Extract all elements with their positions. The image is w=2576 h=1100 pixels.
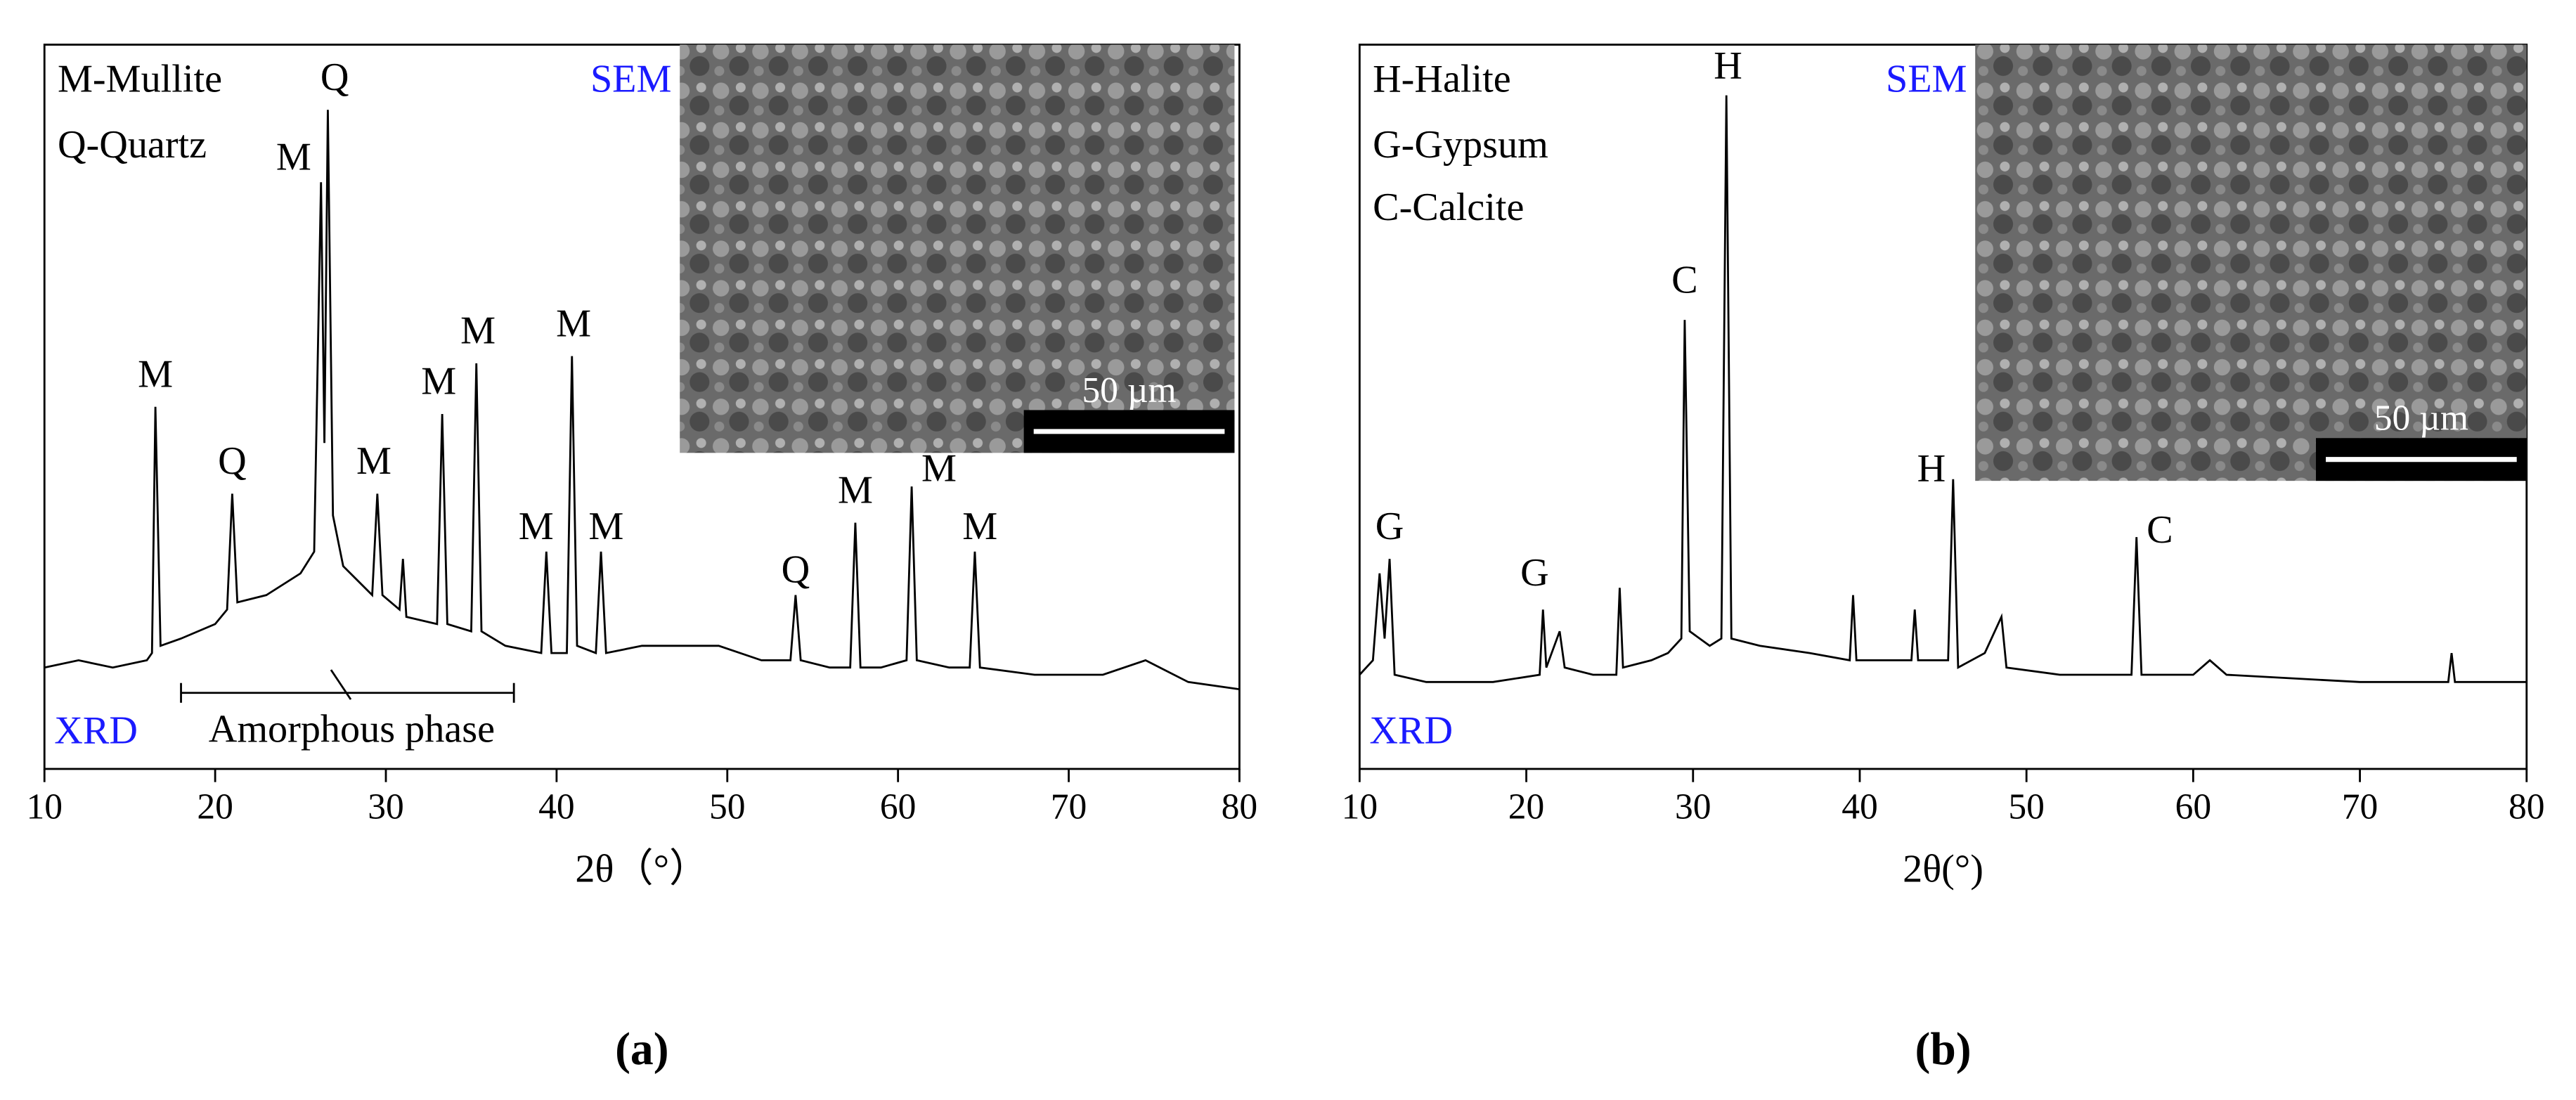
x-axis-label: 2θ（°） bbox=[575, 847, 708, 891]
peak-label: M bbox=[838, 468, 873, 512]
peak-label: M bbox=[421, 360, 456, 403]
legend-note: Q-Quartz bbox=[58, 123, 207, 167]
x-tick-label: 40 bbox=[538, 787, 575, 827]
peak-label: H bbox=[1714, 44, 1742, 87]
legend-note: M-Mullite bbox=[58, 57, 222, 101]
legend-note: G-Gypsum bbox=[1373, 123, 1548, 167]
peak-label: M bbox=[138, 352, 173, 396]
span-label: Amorphous phase bbox=[209, 707, 495, 751]
x-tick-label: 70 bbox=[1051, 787, 1087, 827]
x-tick-label: 50 bbox=[709, 787, 746, 827]
scale-bar-label: 50 µm bbox=[2374, 399, 2468, 439]
peak-label: C bbox=[1671, 258, 1697, 302]
x-tick-label: 80 bbox=[1222, 787, 1258, 827]
peak-label: H bbox=[1917, 446, 1946, 490]
x-tick-label: 10 bbox=[1342, 787, 1378, 827]
x-tick-label: 30 bbox=[1675, 787, 1711, 827]
x-tick-label: 80 bbox=[2509, 787, 2545, 827]
peak-label: C bbox=[2147, 508, 2173, 552]
legend-note: H-Halite bbox=[1373, 57, 1511, 101]
peak-label: M bbox=[556, 302, 591, 345]
peak-label: M bbox=[588, 505, 623, 548]
peak-label: M bbox=[519, 505, 554, 548]
peak-label: M bbox=[921, 446, 957, 490]
panel-label: (b) bbox=[1915, 1024, 1971, 1075]
plot-frame bbox=[43, 44, 1241, 770]
x-tick-label: 60 bbox=[880, 787, 917, 827]
panel-label: (a) bbox=[615, 1024, 668, 1075]
sem-image bbox=[680, 44, 1235, 453]
sem-label: SEM bbox=[590, 57, 672, 101]
peak-label: G bbox=[1520, 551, 1549, 595]
peak-label: M bbox=[356, 439, 391, 483]
x-tick-label: 50 bbox=[2008, 787, 2045, 827]
x-tick-label: 20 bbox=[197, 787, 233, 827]
peak-label: Q bbox=[218, 439, 247, 483]
scale-bar-label: 50 µm bbox=[1082, 370, 1176, 410]
x-tick-label: 60 bbox=[2175, 787, 2212, 827]
sem-image bbox=[1975, 44, 2527, 481]
x-tick-label: 30 bbox=[368, 787, 404, 827]
xrd-label: XRD bbox=[1369, 709, 1453, 753]
xrd-label: XRD bbox=[54, 709, 138, 753]
span-arrow bbox=[330, 669, 352, 700]
legend-note: C-Calcite bbox=[1373, 186, 1524, 229]
peak-label: G bbox=[1376, 505, 1404, 548]
peak-label: M bbox=[460, 309, 496, 353]
sem-label: SEM bbox=[1886, 57, 1967, 101]
x-tick-label: 10 bbox=[26, 787, 63, 827]
x-tick-label: 20 bbox=[1508, 787, 1545, 827]
xrd-line bbox=[1359, 95, 2527, 683]
x-tick-label: 70 bbox=[2342, 787, 2378, 827]
peak-label: Q bbox=[782, 548, 810, 592]
peak-label: M bbox=[276, 135, 311, 179]
x-axis-label: 2θ(°) bbox=[1903, 847, 1983, 891]
xrd-line bbox=[44, 110, 1240, 691]
peak-label: M bbox=[962, 505, 997, 548]
peak-label: Q bbox=[321, 56, 349, 99]
x-tick-label: 40 bbox=[1842, 787, 1878, 827]
